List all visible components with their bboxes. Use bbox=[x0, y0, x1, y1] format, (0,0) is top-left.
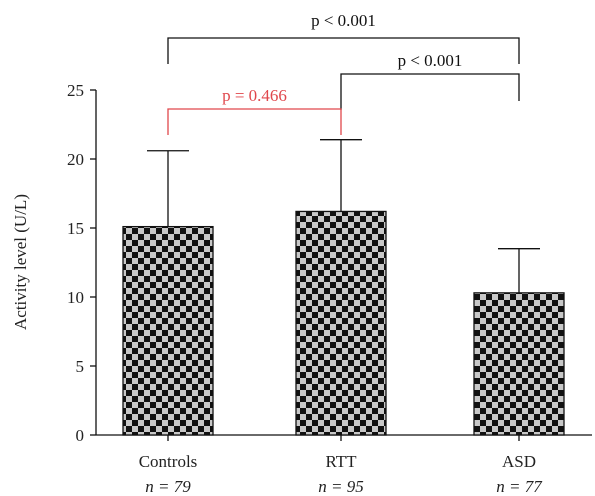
bar-asd bbox=[473, 292, 565, 436]
y-axis-label: Activity level (U/L) bbox=[11, 194, 30, 330]
significance-bracket bbox=[167, 108, 342, 135]
bar-controls bbox=[122, 225, 214, 436]
y-tick-label: 5 bbox=[76, 357, 85, 376]
p-value-label: p = 0.466 bbox=[222, 86, 287, 105]
y-tick-label: 0 bbox=[76, 426, 85, 445]
bar-rtt bbox=[295, 210, 387, 436]
y-tick-label: 15 bbox=[67, 219, 84, 238]
y-tick-label: 10 bbox=[67, 288, 84, 307]
labels: 0 5 10 15 20 25 Controls n = 79 RTT n = 95 ASD n = … bbox=[11, 81, 543, 496]
x-tick-label: RTT bbox=[325, 452, 357, 471]
significance-bracket bbox=[167, 37, 520, 64]
y-tick-label: 25 bbox=[67, 81, 84, 100]
x-tick-label: Controls bbox=[139, 452, 198, 471]
y-tick-label: 20 bbox=[67, 150, 84, 169]
n-label: n = 95 bbox=[318, 477, 363, 496]
significance-bracket bbox=[340, 73, 520, 110]
n-label: n = 79 bbox=[145, 477, 191, 496]
bars bbox=[122, 139, 565, 436]
significance-annotations: p < 0.001 p < 0.001 p = 0.466 bbox=[167, 11, 520, 135]
n-label: n = 77 bbox=[496, 477, 543, 496]
p-value-label: p < 0.001 bbox=[398, 51, 463, 70]
x-tick-label: ASD bbox=[502, 452, 536, 471]
p-value-label: p < 0.001 bbox=[311, 11, 376, 30]
